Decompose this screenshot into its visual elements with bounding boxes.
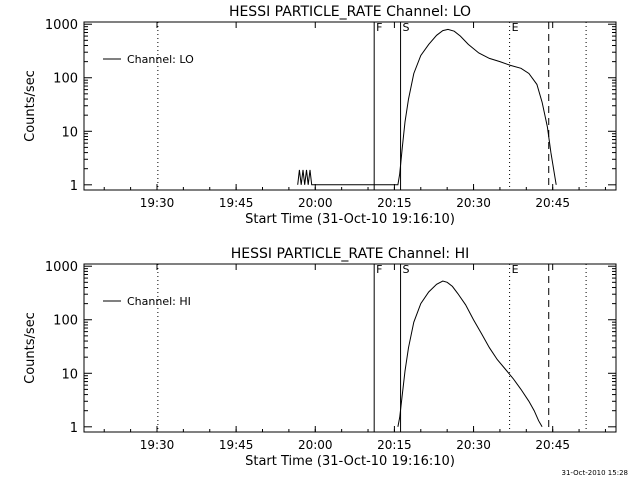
chart-panel-hi: HESSI PARTICLE_RATE Channel: HI 19:30 19:4… <box>23 246 617 469</box>
legend-label: Channel: LO <box>127 53 194 66</box>
x-tick-label: 19:30 <box>140 438 175 452</box>
x-tick-label: 20:45 <box>535 438 570 452</box>
y-tick-label: 1 <box>70 179 78 194</box>
marker-label: E <box>512 21 519 34</box>
x-tick-label: 20:15 <box>377 438 412 452</box>
marker-label: F <box>376 263 382 276</box>
marker-label: F <box>376 21 382 34</box>
y-tick-label: 100 <box>53 314 78 329</box>
x-axis-label: Start Time (31-Oct-10 19:16:10) <box>245 212 455 227</box>
plot-frame <box>83 263 617 433</box>
x-tick-label: 19:45 <box>219 438 254 452</box>
x-tick-label: 19:45 <box>219 196 254 210</box>
y-tick-label: 1000 <box>45 260 78 275</box>
x-tick-label: 20:45 <box>535 196 570 210</box>
chart-title: HESSI PARTICLE_RATE Channel: LO <box>229 4 471 20</box>
data-series-line <box>297 28 557 186</box>
x-tick-label: 19:30 <box>140 196 175 210</box>
x-tick-label: 20:30 <box>456 196 491 210</box>
x-tick-label: 20:30 <box>456 438 491 452</box>
y-axis-label: Counts/sec <box>23 70 38 142</box>
x-axis-label: Start Time (31-Oct-10 19:16:10) <box>245 454 455 469</box>
y-tick-label: 10 <box>61 125 78 140</box>
data-series-line <box>397 280 543 428</box>
marker-label: E <box>512 263 519 276</box>
plot-frame <box>83 21 617 191</box>
chart-title: HESSI PARTICLE_RATE Channel: HI <box>231 246 469 262</box>
chart-panel-lo: HESSI PARTICLE_RATE Channel: LO 19:30 19:4… <box>23 4 617 227</box>
y-tick-label: 10 <box>61 367 78 382</box>
x-tick-label: 20:15 <box>377 196 412 210</box>
marker-label: S <box>403 263 410 276</box>
x-tick-label: 20:00 <box>298 438 333 452</box>
x-tick-label: 20:00 <box>298 196 333 210</box>
marker-label: S <box>403 21 410 34</box>
footer-timestamp: 31-Oct-2010 15:28 <box>562 469 628 477</box>
y-tick-label: 1000 <box>45 18 78 33</box>
legend-label: Channel: HI <box>127 295 191 308</box>
y-tick-label: 1 <box>70 421 78 436</box>
y-tick-label: 100 <box>53 72 78 87</box>
y-axis-label: Counts/sec <box>23 312 38 384</box>
